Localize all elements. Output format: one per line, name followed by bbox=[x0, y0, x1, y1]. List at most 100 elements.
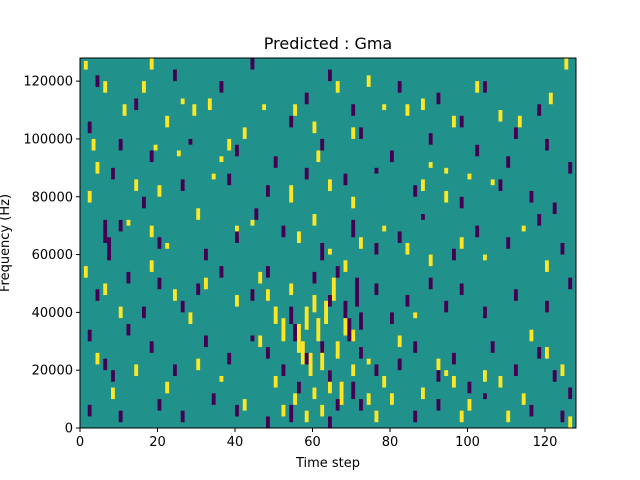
heatmap-cell-high bbox=[176, 150, 181, 157]
heatmap-cell-low bbox=[111, 167, 115, 180]
heatmap-cell-low bbox=[467, 381, 472, 394]
heatmap-cell-high bbox=[320, 347, 325, 371]
heatmap-cell-low bbox=[397, 81, 402, 93]
heatmap-cell-high bbox=[118, 306, 123, 319]
y-tick-label: 80000 bbox=[32, 190, 73, 205]
heatmap-cell-high bbox=[459, 237, 464, 249]
y-axis-label: Frequency (Hz) bbox=[0, 194, 13, 292]
heatmap-cell-low bbox=[428, 133, 433, 145]
heatmap-cell-high bbox=[548, 92, 553, 105]
heatmap-cell-high bbox=[483, 254, 487, 261]
heatmap-cell-low bbox=[157, 277, 162, 290]
heatmap-cell-high bbox=[564, 58, 569, 70]
heatmap-cell-low bbox=[289, 115, 294, 128]
heatmap-cell-high bbox=[331, 277, 336, 301]
heatmap-cell-low bbox=[347, 318, 352, 342]
heatmap-cell-high bbox=[324, 300, 329, 324]
heatmap-cell-low bbox=[304, 92, 309, 105]
x-tick-label: 100 bbox=[455, 435, 480, 450]
heatmap-cell-high bbox=[134, 364, 139, 376]
heatmap-cell-high bbox=[258, 335, 263, 348]
heatmap-cell-low bbox=[529, 404, 534, 417]
heatmap-cell-low bbox=[475, 144, 480, 157]
y-tick-label: 20000 bbox=[32, 364, 73, 379]
chart-title: Predicted : Gma bbox=[264, 34, 392, 53]
heatmap-cell-low bbox=[304, 167, 309, 180]
heatmap-cell-high bbox=[312, 214, 317, 226]
heatmap-cell-low bbox=[359, 127, 363, 139]
heatmap-cell-high bbox=[149, 58, 154, 70]
heatmap-cell-low bbox=[118, 219, 123, 232]
heatmap-cell-low bbox=[355, 277, 360, 307]
heatmap-cell-low bbox=[219, 266, 224, 278]
heatmap-cell-high bbox=[126, 219, 131, 226]
heatmap-cell-high bbox=[436, 358, 441, 371]
heatmap-cell-low bbox=[188, 138, 193, 145]
heatmap-cell-high bbox=[517, 115, 522, 128]
heatmap-cell-high bbox=[149, 225, 154, 238]
y-axis: 0 20000 40000 60000 80000 100000 120000 bbox=[23, 75, 80, 437]
heatmap-cell-high bbox=[312, 387, 317, 400]
y-tick-label: 60000 bbox=[32, 248, 73, 263]
heatmap-cell-low bbox=[483, 393, 487, 400]
heatmap-cell-high bbox=[204, 277, 208, 290]
heatmap-cell-high bbox=[258, 271, 263, 284]
heatmap-cell-low bbox=[227, 173, 232, 186]
heatmap-cell-low bbox=[235, 144, 239, 157]
x-tick-label: 120 bbox=[533, 435, 558, 450]
heatmap-cell-high bbox=[153, 144, 158, 151]
y-tick-label: 120000 bbox=[23, 75, 73, 90]
heatmap-cell-low bbox=[320, 138, 325, 151]
heatmap-cell-low bbox=[235, 231, 239, 243]
heatmap-cell-low bbox=[428, 277, 433, 290]
heatmap-cell-low bbox=[506, 237, 511, 249]
heatmap-cell-low bbox=[328, 295, 332, 307]
heatmap-cell-high bbox=[351, 196, 356, 209]
heatmap-cell-low bbox=[103, 358, 108, 371]
x-tick-label: 20 bbox=[149, 435, 166, 450]
heatmap-cell-high bbox=[390, 393, 394, 405]
heatmap-cell-low bbox=[514, 127, 518, 139]
heatmap-cell-high bbox=[452, 115, 456, 128]
heatmap-cell-low bbox=[413, 410, 418, 423]
heatmap-cell-low bbox=[444, 300, 449, 313]
y-tick-label: 0 bbox=[65, 422, 73, 437]
heatmap-cell-low bbox=[196, 283, 201, 296]
heatmap-cell-high bbox=[111, 387, 115, 400]
heatmap-cell-high bbox=[467, 173, 472, 180]
heatmap-cell-high bbox=[273, 306, 278, 324]
heatmap-cell-low bbox=[111, 370, 115, 382]
heatmap-cell-high bbox=[157, 185, 162, 197]
heatmap-cell-low bbox=[304, 352, 309, 365]
heatmap-cell-low bbox=[459, 115, 464, 128]
heatmap-cell-high bbox=[560, 364, 565, 376]
heatmap-cell-low bbox=[459, 196, 464, 209]
heatmap-cell-low bbox=[421, 214, 425, 220]
heatmap-cell-low bbox=[157, 399, 162, 411]
heatmap-cell-high bbox=[300, 341, 305, 365]
heatmap-cell-high bbox=[211, 173, 216, 180]
y-tick-label: 100000 bbox=[23, 132, 73, 147]
heatmap-cell-high bbox=[521, 225, 526, 232]
x-tick-label: 60 bbox=[304, 435, 321, 450]
heatmap-cell-low bbox=[281, 225, 286, 238]
heatmap-cell-high bbox=[304, 306, 309, 330]
heatmap-cell-high bbox=[490, 179, 495, 186]
heatmap-cell-low bbox=[529, 190, 534, 203]
heatmap-cell-high bbox=[103, 283, 108, 296]
heatmap-cell-high bbox=[328, 370, 332, 394]
heatmap-cell-low bbox=[335, 266, 340, 278]
heatmap-cell-high bbox=[273, 375, 278, 388]
heatmap-cell-low bbox=[142, 196, 146, 209]
heatmap-cell-high bbox=[506, 410, 511, 423]
heatmap-cell-high bbox=[196, 208, 201, 220]
heatmap-cell-low bbox=[568, 387, 573, 400]
heatmap-cell-low bbox=[273, 156, 278, 168]
heatmap-cell-low bbox=[552, 370, 557, 382]
heatmap-cell-high bbox=[452, 375, 456, 388]
heatmap-cell-high bbox=[297, 323, 301, 353]
heatmap-cell-low bbox=[359, 312, 363, 330]
heatmap-cell-high bbox=[316, 318, 321, 342]
heatmap-cell-high bbox=[467, 399, 472, 411]
heatmap-cell-high bbox=[173, 289, 177, 301]
